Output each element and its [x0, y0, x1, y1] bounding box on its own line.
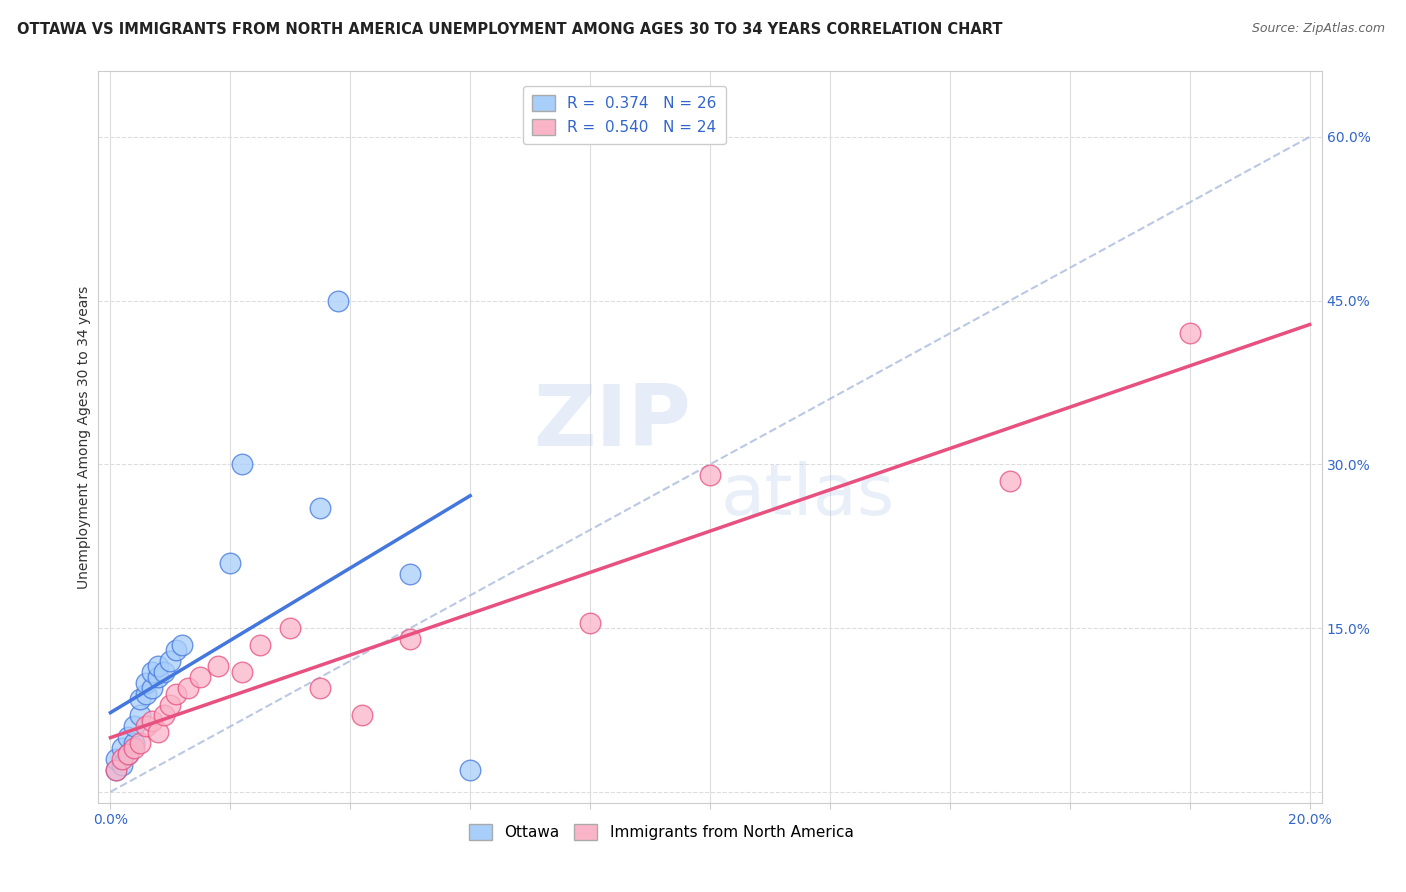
Point — [309, 681, 332, 695]
Y-axis label: Unemployment Among Ages 30 to 34 years: Unemployment Among Ages 30 to 34 years — [77, 285, 91, 589]
Point — [141, 681, 163, 695]
Point — [207, 659, 229, 673]
Point — [105, 763, 128, 777]
Point — [278, 621, 301, 635]
Point — [141, 714, 163, 728]
Point — [148, 659, 170, 673]
Point — [249, 638, 271, 652]
Text: ZIP: ZIP — [533, 381, 690, 464]
Point — [579, 615, 602, 630]
Point — [117, 747, 139, 761]
Point — [177, 681, 200, 695]
Point — [148, 724, 170, 739]
Point — [231, 665, 253, 679]
Point — [219, 556, 242, 570]
Point — [124, 741, 146, 756]
Text: Source: ZipAtlas.com: Source: ZipAtlas.com — [1251, 22, 1385, 36]
Text: OTTAWA VS IMMIGRANTS FROM NORTH AMERICA UNEMPLOYMENT AMONG AGES 30 TO 34 YEARS C: OTTAWA VS IMMIGRANTS FROM NORTH AMERICA … — [17, 22, 1002, 37]
Point — [111, 757, 134, 772]
Point — [129, 692, 152, 706]
Point — [153, 665, 176, 679]
Point — [135, 687, 157, 701]
Point — [148, 670, 170, 684]
Point — [141, 665, 163, 679]
Point — [165, 687, 187, 701]
Point — [117, 747, 139, 761]
Point — [399, 566, 422, 581]
Text: atlas: atlas — [721, 461, 896, 530]
Point — [129, 708, 152, 723]
Point — [309, 501, 332, 516]
Point — [153, 708, 176, 723]
Point — [159, 654, 181, 668]
Point — [172, 638, 194, 652]
Point — [135, 675, 157, 690]
Point — [352, 708, 374, 723]
Point — [399, 632, 422, 646]
Point — [159, 698, 181, 712]
Point — [699, 468, 721, 483]
Point — [111, 752, 134, 766]
Point — [231, 458, 253, 472]
Legend: Ottawa, Immigrants from North America: Ottawa, Immigrants from North America — [463, 818, 859, 847]
Point — [129, 736, 152, 750]
Point — [458, 763, 481, 777]
Point — [1178, 326, 1201, 341]
Point — [328, 293, 350, 308]
Point — [117, 731, 139, 745]
Point — [111, 741, 134, 756]
Point — [105, 752, 128, 766]
Point — [998, 474, 1021, 488]
Point — [135, 719, 157, 733]
Point — [105, 763, 128, 777]
Point — [124, 719, 146, 733]
Point — [188, 670, 211, 684]
Point — [165, 643, 187, 657]
Point — [124, 736, 146, 750]
